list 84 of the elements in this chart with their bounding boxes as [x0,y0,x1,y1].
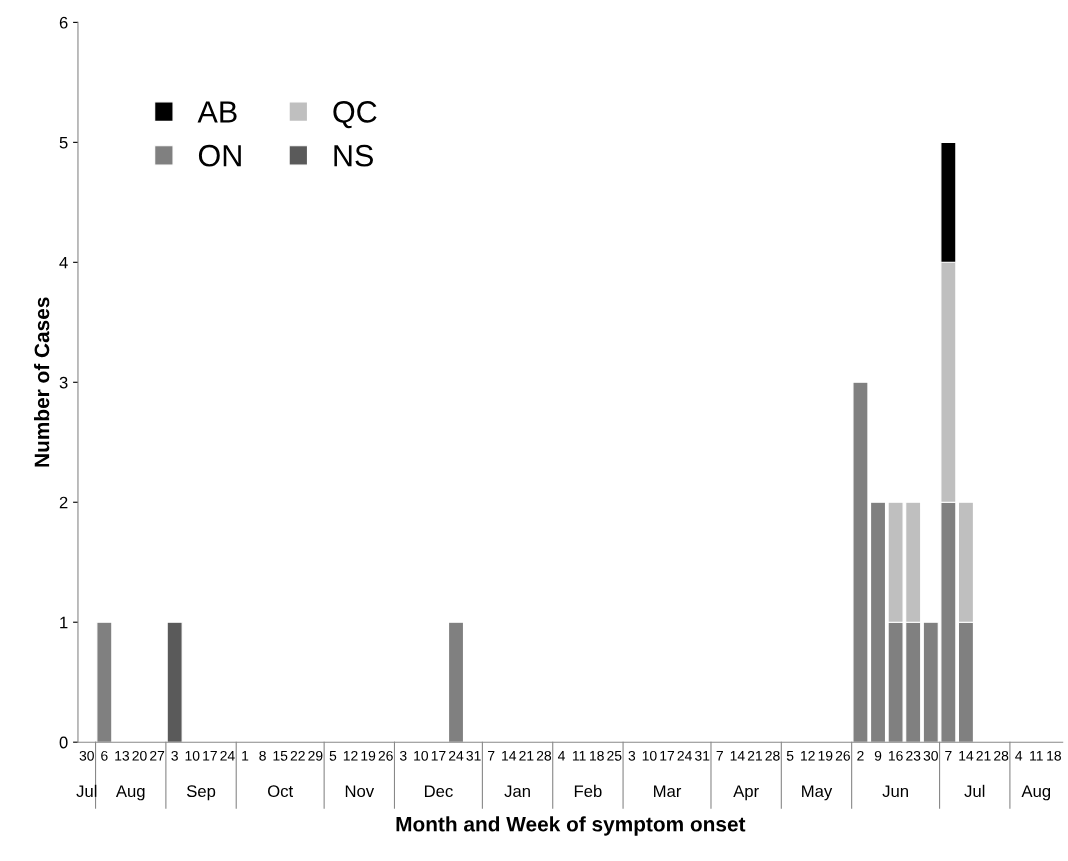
x-tick-label: 12 [343,750,358,761]
x-tick-label: 25 [607,750,622,761]
text: Jan [504,785,530,798]
x-tick-label: 19 [818,750,833,761]
x-tick-label: 17 [431,751,446,761]
x-tick-label: 21 [519,750,534,761]
x-tick-label: 2 [857,750,864,761]
x-tick-label: 24 [677,750,692,761]
x-tick-label: 21 [976,750,991,761]
text: Jul [76,784,97,798]
x-tick-label: 21 [747,750,762,761]
x-tick-label: 14 [959,751,974,761]
x-tick-label: 7 [716,751,723,761]
x-tick-label: 1 [242,751,249,761]
text: Feb [574,784,602,798]
y-tick-label: 6 [59,16,68,29]
legend-label: ON [198,144,241,167]
x-tick-label: 18 [1047,750,1061,761]
x-tick-label: 23 [906,750,921,761]
x-tick-label: 5 [329,751,337,761]
x-tick-label: 10 [414,750,429,761]
x-tick-label: 3 [399,750,407,761]
text: Aug [115,785,145,801]
x-tick-label: 31 [466,750,481,761]
x-tick-label: 17 [660,751,675,761]
x-axis-title: Month and Week of symptom onset [396,816,746,836]
text: Sep [186,785,216,801]
x-tick-label: 30 [79,750,94,761]
text: Dec [424,785,453,798]
y-tick-label: 0 [59,736,68,749]
x-tick-label: 27 [150,750,165,761]
x-tick-label: 28 [765,750,780,761]
x-tick-label: 12 [801,750,815,761]
text: May [802,785,833,801]
y-tick-label: 2 [59,496,68,509]
x-tick-label: 20 [132,750,147,761]
text: Jun [882,785,908,798]
x-tick-label: 14 [730,751,745,761]
text: Aug [1021,785,1051,801]
x-tick-label: 17 [203,751,217,761]
x-tick-label: 3 [628,750,636,761]
x-tick-label: 19 [361,750,376,761]
x-tick-label: 24 [448,750,464,761]
x-tick-label: 11 [572,751,586,761]
text: Jul [964,784,985,798]
x-tick-label: 29 [308,750,323,761]
legend-label: NS [334,144,373,167]
y-tick-label: 1 [60,616,68,629]
x-tick-label: 10 [642,750,657,761]
x-tick-label: 4 [557,751,565,761]
x-tick-label: 28 [536,750,552,761]
x-tick-label: 16 [888,750,903,761]
x-tick-label: 31 [695,750,710,761]
x-tick-label: 7 [488,751,495,761]
x-tick-label: 26 [378,750,393,761]
x-tick-label: 8 [259,750,266,761]
x-tick-label: 9 [874,750,882,761]
x-tick-label: 24 [220,750,235,761]
text: Mar [654,785,682,798]
bar [166,621,183,743]
x-tick-label: 7 [945,751,952,761]
x-tick-label: 6 [101,750,108,761]
x-tick-label: 14 [502,751,517,761]
y-tick-label: 3 [59,376,68,389]
text: Apr [733,785,759,801]
x-tick-label: 30 [923,750,938,761]
x-tick-label: 10 [185,750,200,761]
y-tick-label: 4 [59,256,68,269]
x-tick-label: 26 [835,750,850,761]
text: Nov [345,785,375,798]
x-tick-label: 15 [273,751,288,761]
text: Oct [268,785,294,798]
x-tick-label: 28 [994,750,1009,761]
y-axis-title: Number of Cases [34,297,50,467]
legend-label: QC [333,101,377,129]
x-tick-label: 18 [590,750,604,761]
x-tick-label: 22 [290,750,305,761]
x-tick-label: 13 [115,750,130,761]
x-tick-label: 5 [786,751,794,761]
x-tick-label: 4 [1015,751,1023,761]
y-tick-label: 5 [59,136,68,149]
x-tick-label: 11 [1030,751,1043,761]
x-tick-label: 3 [171,750,178,761]
legend-label: AB [197,101,237,123]
